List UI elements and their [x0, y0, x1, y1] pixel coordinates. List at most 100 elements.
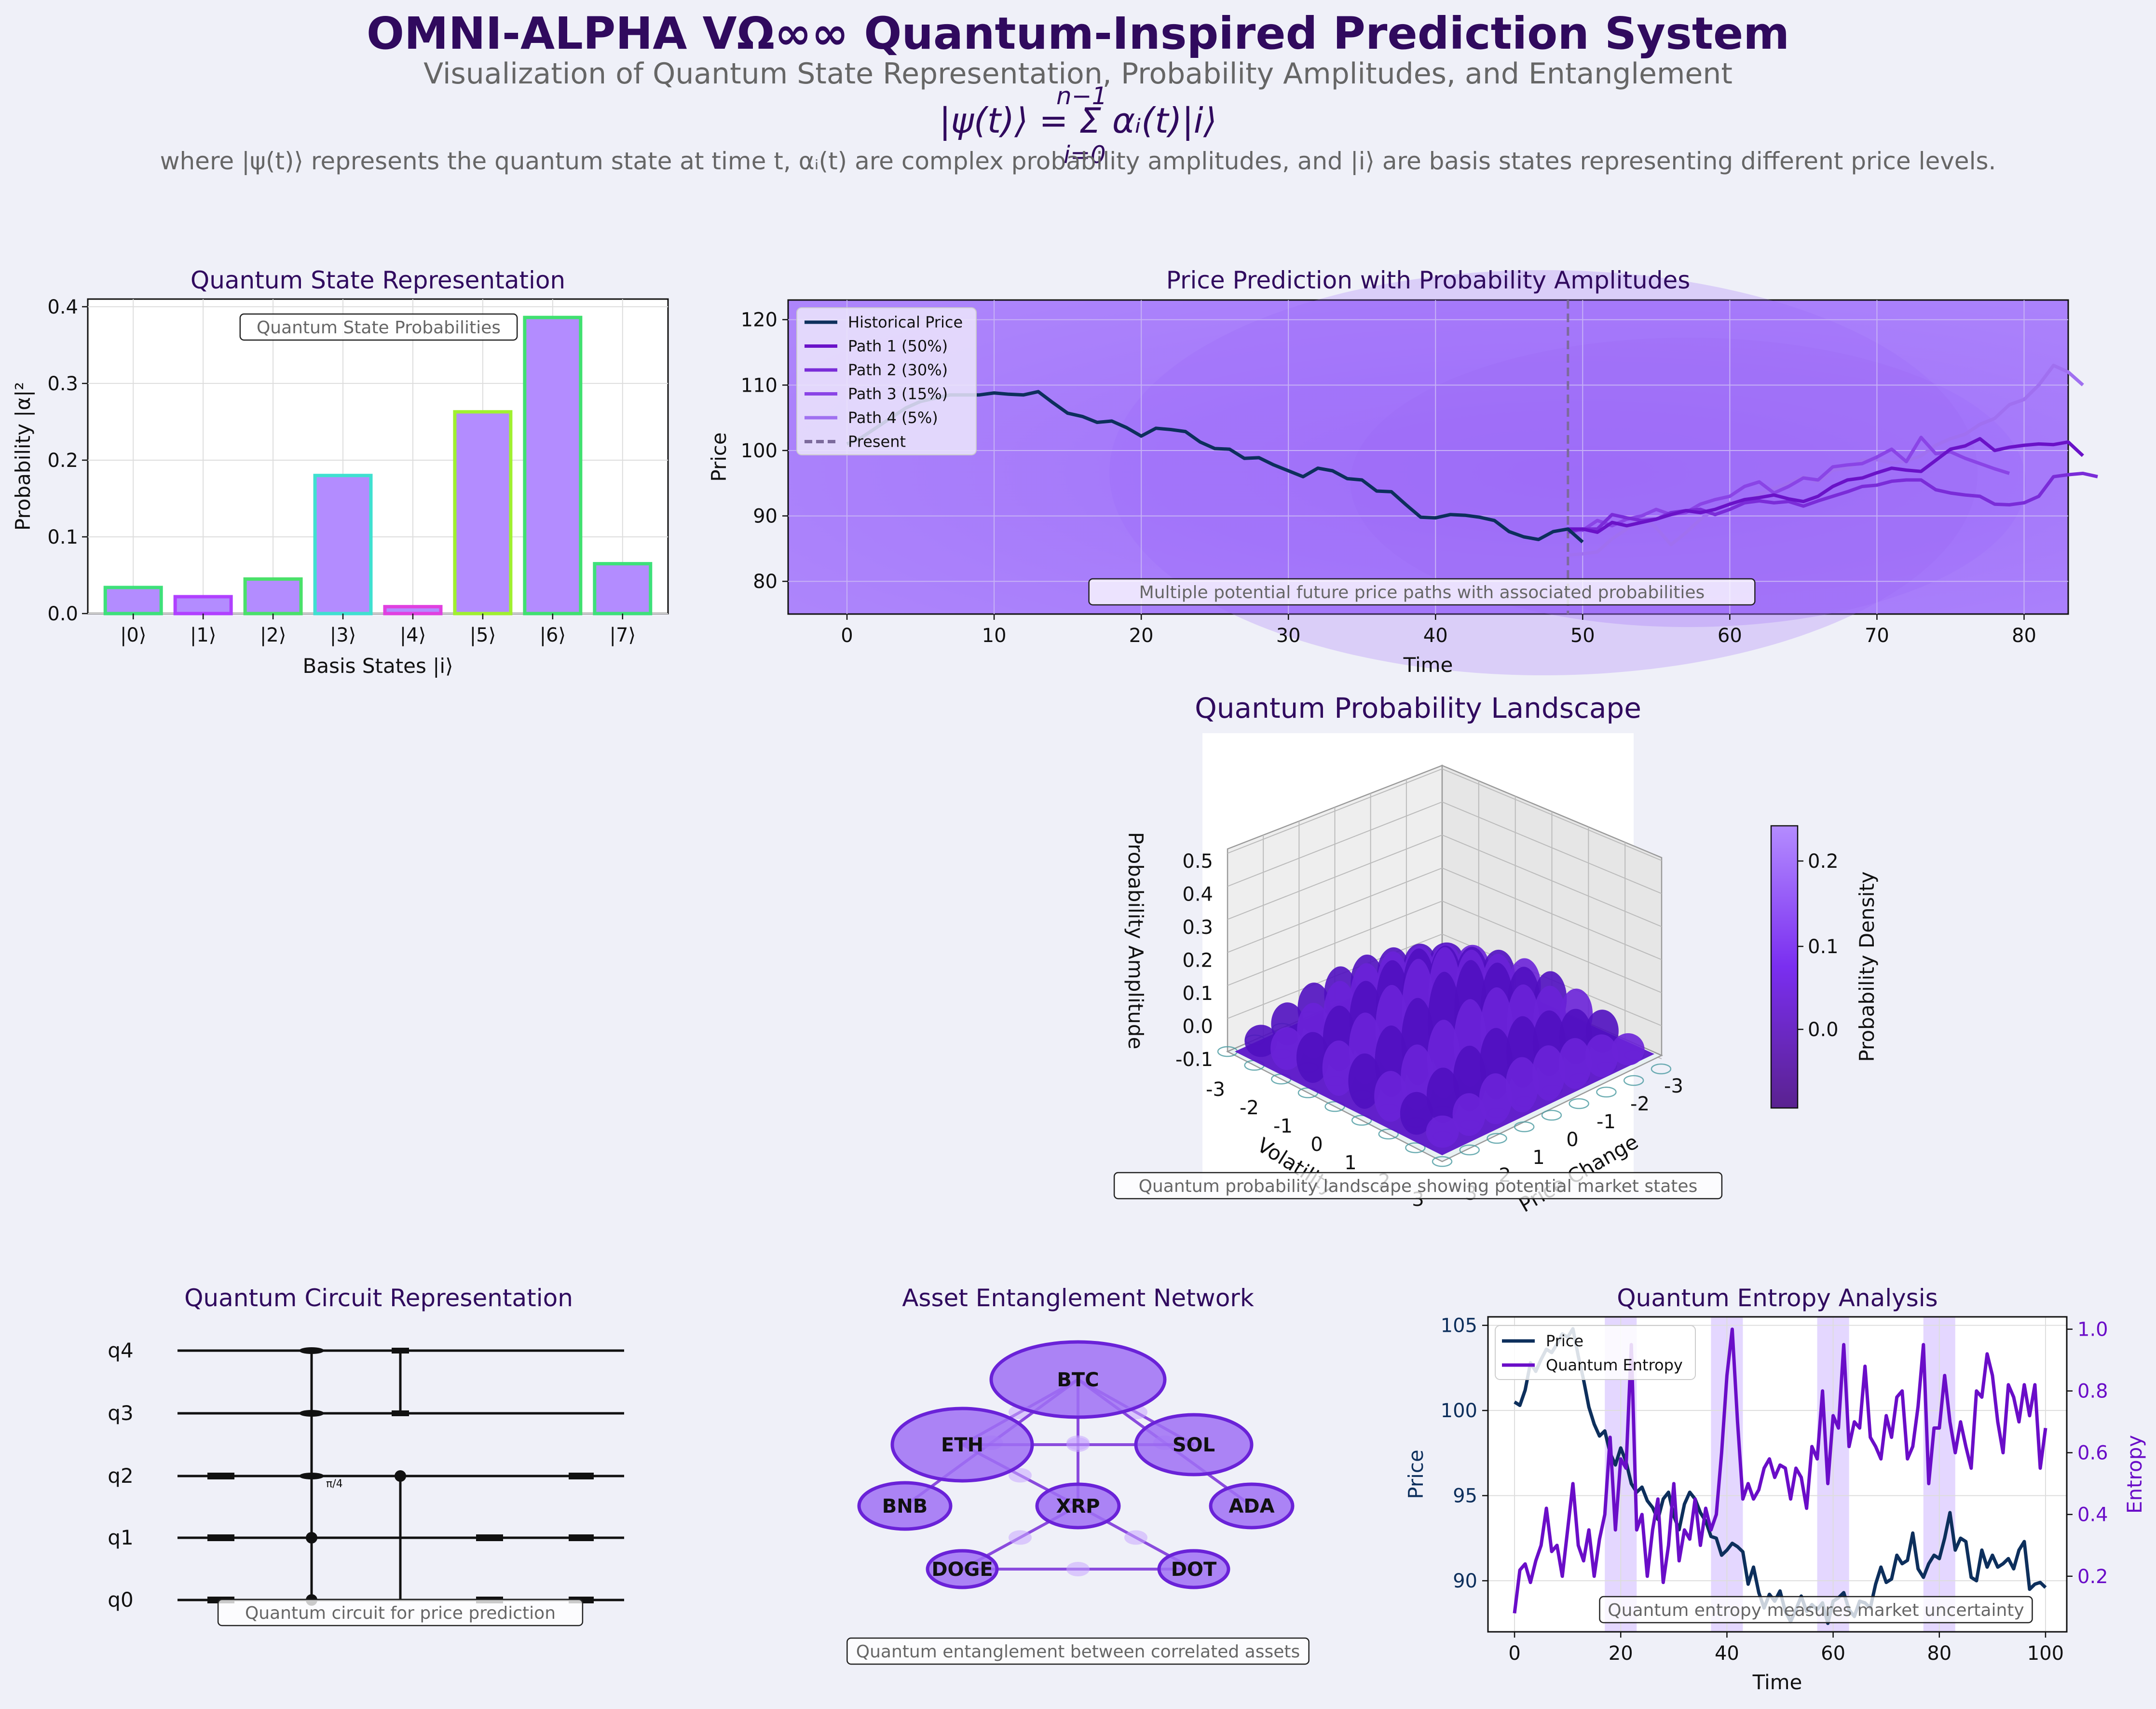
legend-box	[796, 307, 977, 455]
z-tick-label: -0.1	[1175, 1049, 1213, 1071]
annotation: Quantum entanglement between correlated …	[856, 1642, 1300, 1662]
bar-6	[523, 315, 583, 615]
x-tick-label: 70	[1865, 625, 1889, 647]
surface-peak	[1611, 1033, 1645, 1066]
x-tick-label: 100	[2027, 1642, 2064, 1665]
legend-label: Price	[1546, 1332, 1583, 1350]
legend-label: Path 4 (5%)	[848, 409, 938, 427]
single-gate	[476, 1534, 503, 1541]
annotation: Quantum probability landscape showing po…	[1139, 1176, 1698, 1196]
node-ada	[1209, 1482, 1295, 1530]
series-line	[1568, 437, 2084, 534]
target-gate	[299, 1473, 324, 1479]
x-tick-label: 40	[1423, 625, 1448, 647]
z-axis-label: Probability Amplitude	[1124, 832, 1147, 1050]
x-tick-label: -2	[1240, 1097, 1259, 1119]
control-dot	[395, 1470, 406, 1482]
annotation-box	[846, 1637, 1310, 1665]
wall-gridline	[1227, 834, 1443, 920]
legend-label: Present	[848, 433, 906, 451]
bar-0	[103, 586, 163, 615]
chart-title: Quantum Entropy Analysis	[1617, 1284, 1938, 1312]
y-tick-label: 105	[1441, 1315, 1477, 1337]
x-tick-label: |5⟩	[470, 624, 496, 646]
annotation: Quantum State Probabilities	[257, 318, 501, 338]
x-tick-label: 1	[1344, 1152, 1356, 1174]
legend-label: Path 3 (15%)	[848, 385, 948, 403]
y-axis-label: Price	[1404, 1449, 1428, 1499]
x-tick-label: 0	[1310, 1134, 1323, 1156]
wall-gridline	[1227, 867, 1443, 953]
surface-peak	[1558, 1038, 1592, 1089]
plot-area	[787, 299, 2069, 615]
x-tick-label: 0	[841, 625, 853, 647]
contour-ring	[1432, 1156, 1453, 1167]
x-tick-label: -1	[1273, 1115, 1293, 1137]
surface-peak	[1401, 1044, 1434, 1110]
node-label-dot: DOT	[1171, 1559, 1217, 1581]
surface-peak	[1296, 1032, 1329, 1083]
surface-peak	[1479, 1073, 1512, 1124]
node-eth	[890, 1407, 1034, 1483]
y2-axis-label: Entropy	[2123, 1435, 2146, 1514]
legend-label: Quantum Entropy	[1546, 1356, 1683, 1374]
bar-2	[243, 577, 303, 615]
single-gate	[207, 1473, 234, 1479]
annotation: Quantum entropy measures market uncertai…	[1608, 1600, 2024, 1620]
equation-upper-limit: n−1	[1056, 82, 1107, 110]
x-tick-label: |6⟩	[540, 624, 566, 646]
probability-haze	[1109, 270, 1978, 675]
node-label-bnb: BNB	[882, 1495, 928, 1518]
node-label-xrp: XRP	[1056, 1495, 1100, 1518]
y-tick-label: -1	[1597, 1111, 1616, 1133]
series-line	[1568, 364, 2084, 557]
qubit-label-q1: q1	[108, 1526, 133, 1549]
x-tick-label: |0⟩	[120, 624, 147, 646]
legend-label: Historical Price	[848, 313, 963, 331]
x-tick-label: 20	[1609, 1642, 1633, 1665]
y2-tick-label: 0.4	[2077, 1504, 2108, 1526]
node-sol	[1134, 1413, 1254, 1477]
chart-title: Quantum Probability Landscape	[1195, 692, 1641, 725]
chart-title: Quantum Circuit Representation	[184, 1284, 573, 1312]
x-tick-label: |1⟩	[190, 624, 217, 646]
y-tick-label: 0	[1566, 1129, 1578, 1151]
entanglement-bead	[1009, 1468, 1032, 1483]
wall-gridline	[1442, 834, 1662, 927]
control-dot	[306, 1532, 317, 1544]
annotation: Quantum circuit for price prediction	[245, 1603, 556, 1623]
y-tick-label: -3	[1664, 1075, 1683, 1097]
bar-3	[313, 474, 373, 615]
node-label-sol: SOL	[1173, 1434, 1215, 1456]
surface-peak	[1426, 1067, 1460, 1123]
equation: n−1 |ψ(t)⟩ = Σ αᵢ(t)|i⟩ i=0	[0, 82, 2156, 174]
surface-peak	[1270, 1027, 1304, 1070]
contour-ring	[1514, 1121, 1535, 1133]
y-axis-label: Price	[707, 432, 731, 481]
x-tick-label: 60	[1718, 625, 1742, 647]
contour-ring	[1541, 1109, 1562, 1121]
x-tick-label: 50	[1570, 625, 1595, 647]
qubit-label-q2: q2	[108, 1464, 133, 1488]
x-tick-label: |4⟩	[400, 624, 426, 646]
y-tick-label: 80	[753, 571, 778, 593]
contour-ring	[1569, 1098, 1589, 1109]
colorbar-tick-label: 0.2	[1808, 850, 1839, 873]
z-tick-label: 0.0	[1182, 1016, 1213, 1038]
equation-description: where |ψ(t)⟩ represents the quantum stat…	[160, 147, 1996, 175]
z-tick-label: 0.4	[1182, 884, 1213, 906]
annotation-box	[1088, 578, 1756, 606]
measure-gate	[569, 1534, 594, 1541]
node-doge	[926, 1549, 999, 1589]
colorbar-tick-label: 0.1	[1808, 936, 1839, 958]
entanglement-bead	[1009, 1530, 1032, 1545]
price-line	[1514, 1327, 2047, 1625]
contour-ring	[1405, 1142, 1426, 1153]
wall-gridline	[1442, 901, 1662, 993]
contour-ring	[1459, 1144, 1480, 1156]
x-axis-label: Time	[1403, 653, 1453, 677]
contour-ring	[1596, 1086, 1617, 1098]
y-tick-label: 0.4	[47, 296, 78, 318]
wall-gridline	[1442, 768, 1662, 861]
